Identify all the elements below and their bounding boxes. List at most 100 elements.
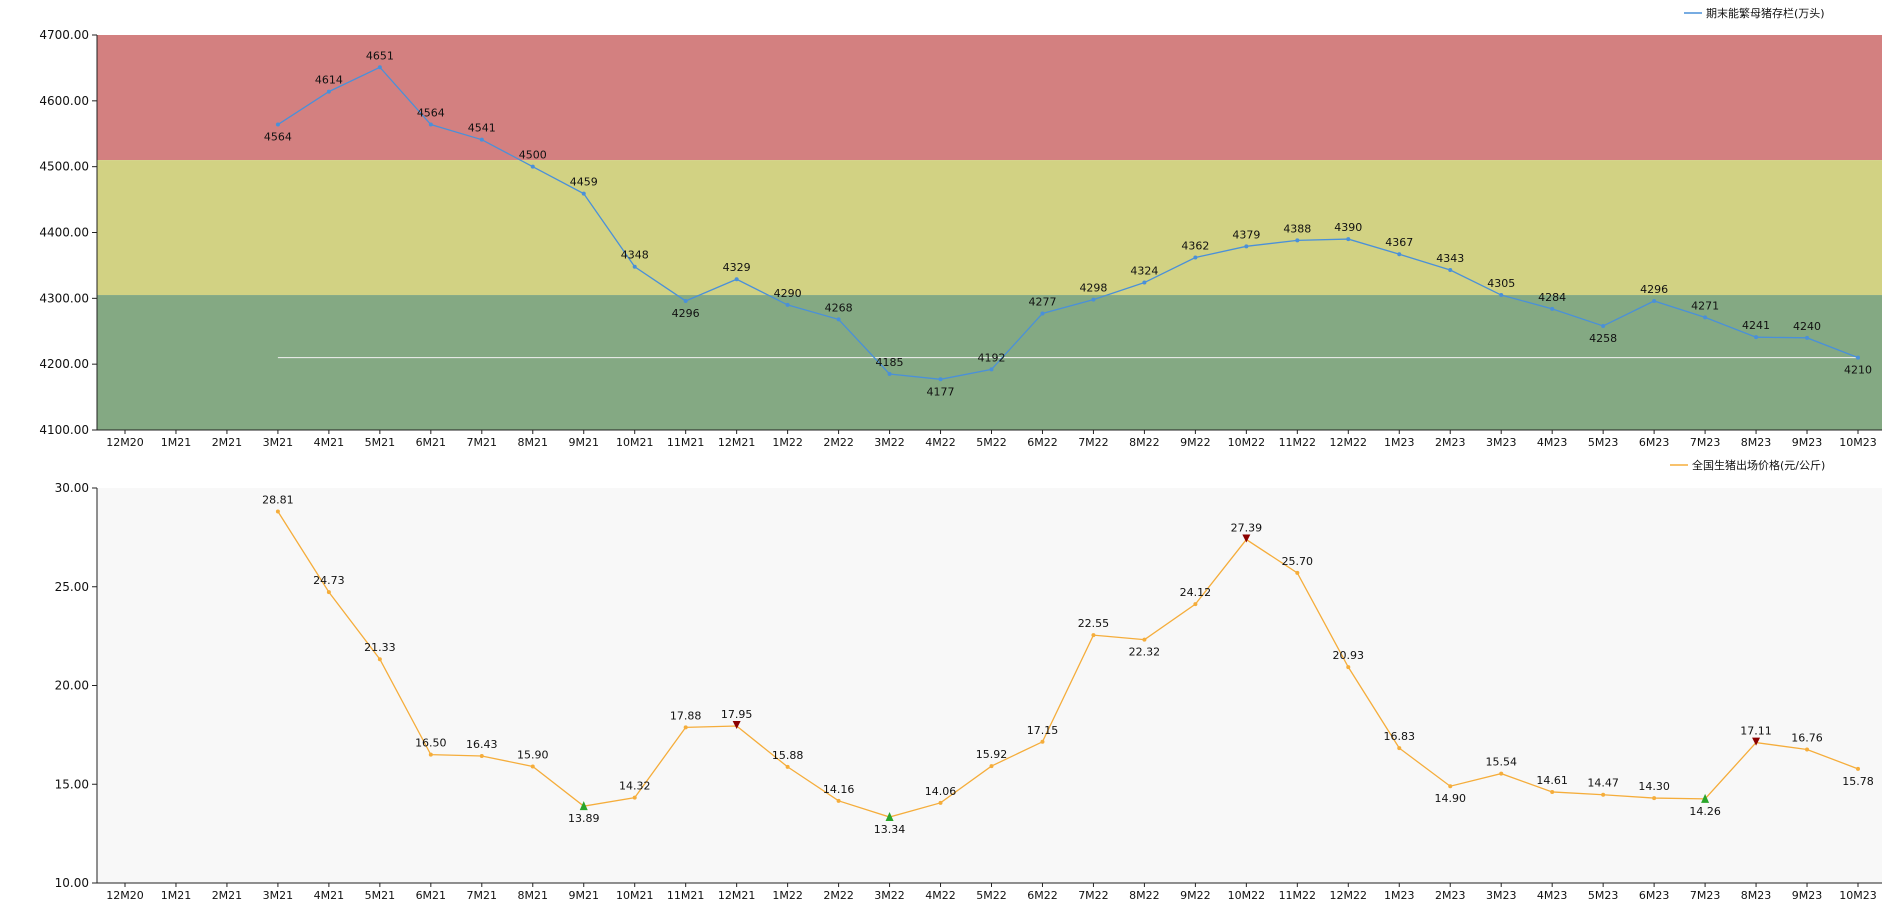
chart1-data-label: 14.26 [1689,805,1721,818]
chart0-band-2 [97,295,1882,430]
chart0-data-point [734,277,739,282]
chart1-x-tick-label: 9M22 [1180,889,1211,902]
chart0-band-0 [97,35,1882,161]
chart0-data-point [1295,238,1300,243]
chart1-x-tick-label: 8M21 [518,889,549,902]
chart1-x-tick-label: 3M21 [263,889,294,902]
chart1-data-point [1346,665,1351,670]
chart1-data-point [377,657,382,662]
chart0-data-label: 4290 [774,287,802,300]
chart0-data-point [989,367,994,372]
chart0-x-tick-label: 7M23 [1690,436,1721,449]
chart0-data-label: 4305 [1487,277,1515,290]
chart0-series-line-0 [277,66,1859,380]
chart1-data-label: 24.12 [1180,586,1212,599]
chart1-data-label: 25.70 [1282,555,1314,568]
chart1-data-point [683,725,688,730]
chart1-x-tick-label: 10M21 [616,889,654,902]
chart0-data-point [836,317,841,322]
chart1-data-label: 14.90 [1434,792,1466,805]
chart1-data-point [1601,792,1606,797]
chart0-data-label: 4298 [1079,282,1107,295]
chart1-data-point [938,800,943,805]
chart0-x-tick-label: 4M21 [314,436,345,449]
chart1-x-tick-label: 2M23 [1435,889,1466,902]
chart0-data-label: 4362 [1181,240,1209,253]
chart1-x-tick-label: 4M21 [314,889,345,902]
chart1-data-label: 21.33 [364,641,396,654]
chart1-x-tick-label: 6M23 [1639,889,1670,902]
chart1-series-line-0 [277,511,1859,818]
chart1-x-tick-label: 5M22 [976,889,1007,902]
chart0-data-label: 4564 [264,131,292,144]
chart1-x-tick-label: 2M22 [823,889,854,902]
chart0-data-point [1703,315,1708,320]
chart1-data-label: 22.32 [1129,646,1161,659]
chart0-x-tick-label: 3M21 [263,436,294,449]
chart0-data-point [1397,252,1402,257]
chart1-x-tick-label: 10M23 [1839,889,1877,902]
chart0-data-label: 4343 [1436,252,1464,265]
chart1-peak-marker [1242,534,1251,543]
chart0-data-point [1244,244,1249,249]
chart1-legend-label: 全国生猪出场价格(元/公斤) [1692,458,1825,472]
chart0-data-label: 4296 [1640,283,1668,296]
chart0-data-label: 4564 [417,107,445,120]
chart0-data-label: 4388 [1283,222,1311,235]
chart1-x-tick-label: 12M20 [106,889,144,902]
chart0-y-tick-label: 4700.00 [39,28,89,42]
chart0-data-point [1601,323,1606,328]
chart1-y-tick-label: 20.00 [55,679,89,693]
chart0-x-tick-label: 1M22 [772,436,803,449]
chart0-data-point [1652,298,1657,303]
chart1-x-tick-label: 10M22 [1228,889,1266,902]
chart1-data-label: 14.16 [823,783,855,796]
chart1-peak-marker [1752,737,1761,746]
chart1-data-point [1448,784,1453,789]
chart0-data-label: 4241 [1742,319,1770,332]
chart0-data-point [1754,335,1759,340]
chart0-data-point [1091,297,1096,302]
chart0-x-tick-label: 7M22 [1078,436,1109,449]
chart1-peak-marker [732,720,741,729]
chart0-x-tick-label: 6M23 [1639,436,1670,449]
chart1-data-label: 15.92 [976,748,1008,761]
chart0-x-tick-label: 9M21 [568,436,599,449]
chart0-data-label: 4258 [1589,332,1617,345]
chart0-x-tick-label: 12M20 [106,436,144,449]
chart1-trough-marker [1701,793,1710,803]
chart0-x-tick-label: 6M21 [416,436,447,449]
chart1-data-point [1397,746,1402,751]
chart0-data-point [581,191,586,196]
chart0-data-label: 4651 [366,49,394,62]
chart1-data-label: 17.11 [1740,725,1772,738]
chart0-x-tick-label: 1M21 [161,436,192,449]
chart1-data-point [785,764,790,769]
chart1-data-label: 16.83 [1384,730,1416,743]
chart0-x-tick-label: 9M22 [1180,436,1211,449]
chart0-x-tick-label: 12M22 [1330,436,1368,449]
chart0-data-point [1499,293,1504,298]
chart0-x-tick-label: 4M22 [925,436,956,449]
chart0-data-label: 4367 [1385,236,1413,249]
chart1-data-point [1499,771,1504,776]
chart0-data-label: 4185 [876,356,904,369]
chart0-x-tick-label: 10M21 [616,436,654,449]
chart0-data-label: 4379 [1232,228,1260,241]
chart1-data-label: 14.06 [925,785,957,798]
chart1-x-tick-label: 5M21 [365,889,396,902]
chart0-data-label: 4329 [723,261,751,274]
chart0-x-tick-label: 2M22 [823,436,854,449]
chart0-data-label: 4192 [978,351,1006,364]
chart1-data-label: 17.88 [670,709,702,722]
chart1-x-tick-label: 12M21 [718,889,756,902]
chart1-x-tick-label: 9M23 [1792,889,1823,902]
chart0-data-label: 4390 [1334,221,1362,234]
chart1-data-label: 14.47 [1587,777,1619,790]
chart1-x-tick-label: 4M23 [1537,889,1568,902]
chart0-x-tick-label: 8M22 [1129,436,1160,449]
chart0-x-tick-label: 6M22 [1027,436,1058,449]
chart0-y-tick-label: 4500.00 [39,160,89,174]
chart1-data-label: 28.81 [262,494,294,507]
